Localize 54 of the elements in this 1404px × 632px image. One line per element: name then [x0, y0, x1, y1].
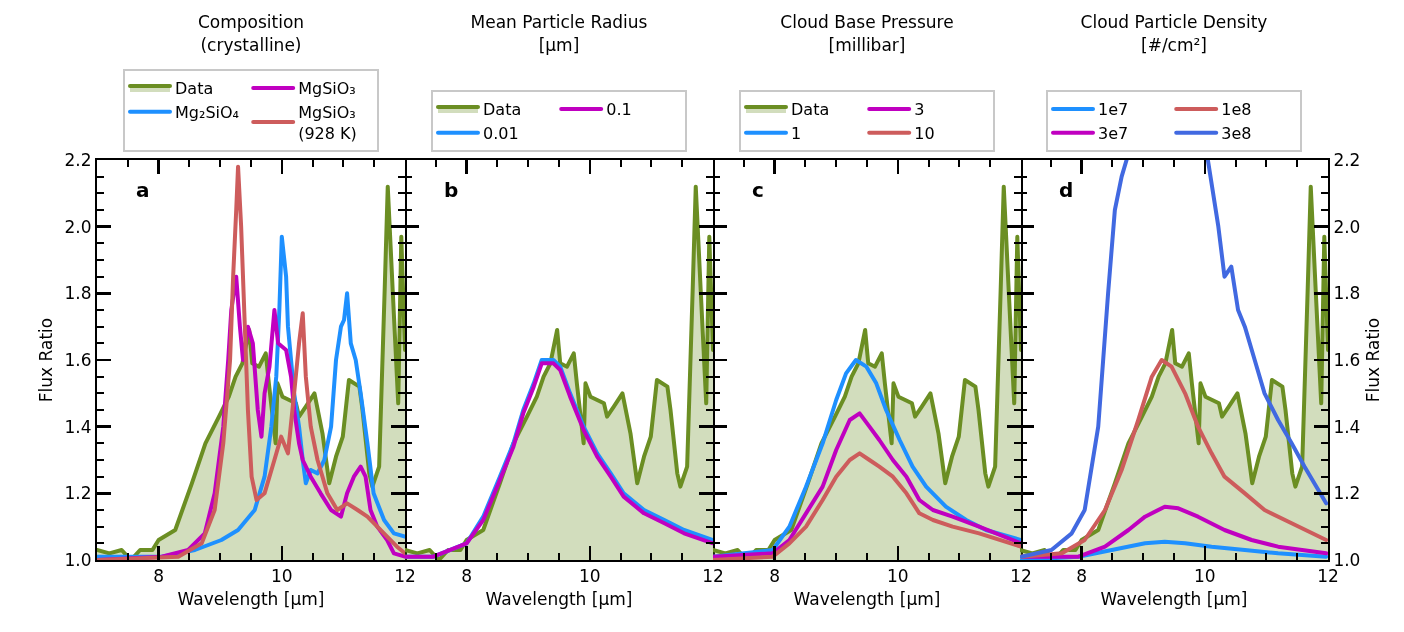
y2-tick-label: 1.8	[1333, 283, 1361, 304]
legend-label: 0.01	[482, 123, 519, 143]
x-tick-label: 8	[460, 566, 472, 587]
x-tick-label: 8	[768, 566, 780, 587]
y-tick-label: 1.6	[64, 349, 92, 370]
annotation: b	[443, 178, 459, 202]
y2-tick-label: 1.6	[1333, 349, 1361, 370]
x-tick-label: 10	[270, 566, 293, 587]
y-tick-label: 2.0	[64, 216, 92, 237]
chart-title: Cloud Base Pressure [millibar]	[779, 12, 954, 55]
legend-label: 1	[790, 123, 801, 143]
legend-label: MgSiO₃ (928 K)	[298, 102, 357, 143]
x-tick-label: 10	[886, 566, 909, 587]
chart-title: Cloud Particle Density [#/cm²]	[1080, 12, 1268, 55]
legend-label: Data	[482, 100, 521, 120]
annotation: a	[136, 178, 150, 202]
chart-title: Composition (crystalline)	[197, 12, 305, 55]
y2-tick-label: 2.0	[1333, 216, 1361, 237]
legend-label: 10	[913, 123, 935, 143]
annotation: c	[751, 178, 764, 202]
x-tick-label: 12	[701, 566, 724, 587]
x-tick-label: 10	[578, 566, 601, 587]
y-tick-label: 1.8	[64, 283, 92, 304]
legend-label: MgSiO₃	[298, 79, 356, 99]
legend-label: 3	[913, 100, 924, 120]
legend-label: 3e8	[1221, 123, 1252, 143]
y2-tick-label: 1.2	[1333, 483, 1361, 504]
legend-label: Mg₂SiO₄	[175, 102, 239, 122]
x-axis-title: Wavelength [μm]	[793, 589, 940, 610]
x-axis-title: Wavelength [μm]	[485, 589, 633, 610]
legend-label: 1e7	[1098, 100, 1129, 120]
chart-title: Mean Particle Radius [μm]	[470, 12, 648, 55]
y-tick-label: 2.2	[64, 149, 92, 170]
y2-tick-label: 2.2	[1333, 149, 1361, 170]
annotation: d	[1059, 178, 1074, 202]
x-tick-label: 10	[1194, 566, 1216, 587]
x-tick-label: 8	[1076, 566, 1088, 587]
legend-label: 0.1	[605, 100, 632, 120]
legend-label: Data	[175, 79, 214, 99]
line-series	[1020, 358, 1329, 559]
legend-label: 3e7	[1098, 123, 1129, 143]
y2-axis-title: Flux Ratio	[1363, 317, 1384, 403]
y-tick-label: 1.2	[64, 483, 92, 504]
y-tick-label: 1.4	[64, 416, 92, 437]
legend-label: 1e8	[1221, 100, 1252, 120]
y-tick-label: 1.0	[64, 549, 92, 570]
x-axis-title: Wavelength [μm]	[177, 589, 325, 610]
y2-tick-label: 1.4	[1333, 416, 1361, 437]
x-tick-label: 8	[153, 566, 165, 587]
x-tick-label: 12	[1009, 566, 1032, 587]
x-tick-label: 12	[394, 566, 416, 587]
legend-label: Data	[790, 100, 829, 120]
y-axis-title: Flux Ratio	[35, 317, 56, 403]
x-axis-title: Wavelength [μm]	[1100, 589, 1248, 610]
